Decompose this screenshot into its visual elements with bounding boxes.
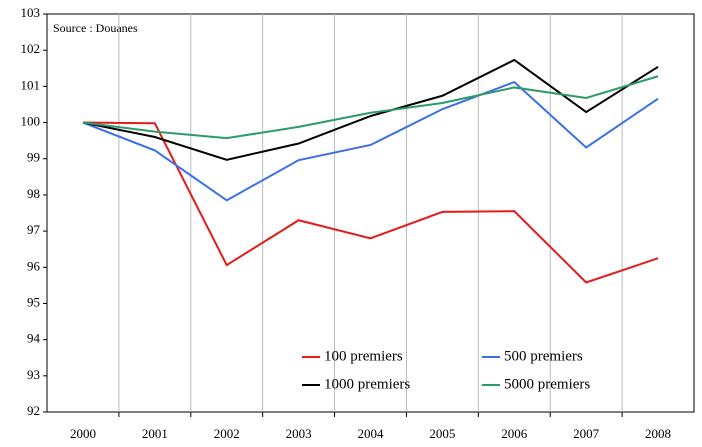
y-tick-label: 98 [27, 186, 40, 201]
series-line [82, 80, 659, 202]
x-tick-label: 2000 [70, 426, 96, 441]
legend-label: 500 premiers [504, 348, 583, 364]
y-tick-label: 92 [27, 403, 40, 418]
annotation: Source : Douanes [53, 21, 138, 35]
x-tick-label: 2008 [645, 426, 671, 441]
series-line [82, 121, 659, 284]
legend-label: 5000 premiers [504, 376, 590, 392]
y-tick-label: 99 [27, 150, 40, 165]
legend-label: 100 premiers [324, 348, 403, 364]
x-tick-label: 2002 [214, 426, 240, 441]
x-tick-label: 2006 [501, 426, 528, 441]
y-tick-label: 97 [27, 222, 41, 237]
y-tick-label: 100 [21, 114, 41, 129]
y-tick-label: 93 [27, 367, 40, 382]
plot-border [46, 13, 695, 413]
y-tick-label: 96 [27, 258, 41, 273]
x-tick-label: 2005 [429, 426, 455, 441]
y-tick-label: 101 [21, 77, 41, 92]
y-tick-label: 103 [21, 5, 41, 20]
x-tick-label: 2001 [142, 426, 168, 441]
y-tick-label: 95 [27, 294, 40, 309]
legend-label: 1000 premiers [324, 376, 410, 392]
y-tick-label: 102 [21, 41, 41, 56]
x-tick-label: 2004 [358, 426, 385, 441]
y-tick-label: 94 [27, 331, 41, 346]
x-tick-label: 2007 [573, 426, 600, 441]
series-line [82, 75, 659, 140]
x-tick-label: 2003 [286, 426, 312, 441]
